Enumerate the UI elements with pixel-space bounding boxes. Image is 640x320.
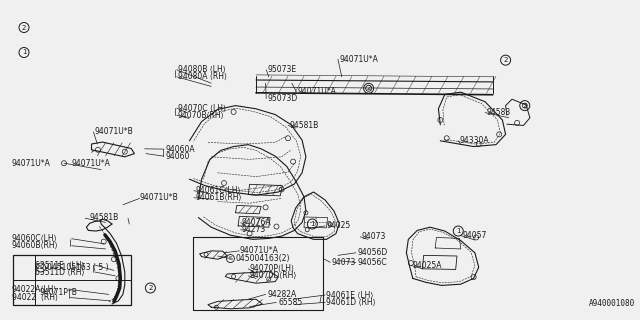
Text: 63511D ⟨RH⟩: 63511D ⟨RH⟩ bbox=[35, 268, 84, 276]
Text: 94080B ⟨LH⟩: 94080B ⟨LH⟩ bbox=[178, 65, 226, 74]
Text: 94071P*B: 94071P*B bbox=[40, 288, 78, 297]
Text: 94060C⟨LH⟩: 94060C⟨LH⟩ bbox=[12, 234, 57, 243]
Text: 94060B⟨RH⟩: 94060B⟨RH⟩ bbox=[12, 241, 58, 250]
Text: 94061B⟨RH⟩: 94061B⟨RH⟩ bbox=[195, 193, 242, 202]
Text: 94581B: 94581B bbox=[289, 121, 319, 130]
Text: 94583: 94583 bbox=[486, 108, 511, 117]
Text: 94071U*A: 94071U*A bbox=[339, 55, 378, 64]
Text: S: S bbox=[39, 265, 43, 270]
Text: 2: 2 bbox=[148, 285, 152, 291]
Text: 94056D: 94056D bbox=[357, 248, 387, 257]
Text: 2: 2 bbox=[22, 25, 26, 30]
Text: 045105163 ( 5 ): 045105163 ( 5 ) bbox=[47, 263, 109, 272]
Text: 2: 2 bbox=[523, 103, 527, 108]
Text: 95073D: 95073D bbox=[268, 94, 298, 103]
Text: 94071U*B: 94071U*B bbox=[140, 193, 179, 202]
Text: 95073E: 95073E bbox=[268, 65, 297, 74]
Text: 94022A⟨LH⟩: 94022A⟨LH⟩ bbox=[12, 285, 57, 294]
Text: 94061C⟨LH⟩: 94061C⟨LH⟩ bbox=[195, 186, 241, 195]
Text: 94282A: 94282A bbox=[268, 290, 297, 299]
Text: 94273: 94273 bbox=[242, 225, 266, 234]
Text: 94071U*A: 94071U*A bbox=[298, 87, 337, 96]
Text: 94070B⟨RH⟩: 94070B⟨RH⟩ bbox=[178, 111, 225, 120]
Text: 94071U*A: 94071U*A bbox=[72, 159, 111, 168]
Text: 94080A ⟨RH⟩: 94080A ⟨RH⟩ bbox=[178, 72, 227, 81]
Text: 94060A: 94060A bbox=[165, 145, 195, 154]
Text: 94071U*A: 94071U*A bbox=[240, 246, 279, 255]
Text: 94070D⟨RH⟩: 94070D⟨RH⟩ bbox=[250, 271, 297, 280]
Text: 94073: 94073 bbox=[332, 258, 356, 267]
Text: 94060: 94060 bbox=[165, 152, 189, 161]
Text: 2: 2 bbox=[367, 85, 371, 91]
Text: 65585: 65585 bbox=[278, 298, 303, 307]
Text: 94025A: 94025A bbox=[413, 261, 442, 270]
Text: 94581B: 94581B bbox=[90, 213, 119, 222]
Text: 94025: 94025 bbox=[326, 221, 351, 230]
Text: 94056C: 94056C bbox=[357, 258, 387, 267]
Text: S: S bbox=[228, 256, 232, 261]
Text: 045004163(2): 045004163(2) bbox=[236, 254, 290, 263]
Text: 94073: 94073 bbox=[362, 232, 386, 241]
Text: 94070P⟨LH⟩: 94070P⟨LH⟩ bbox=[250, 264, 294, 273]
Text: 94071U*B: 94071U*B bbox=[95, 127, 134, 136]
Text: 94057: 94057 bbox=[462, 231, 486, 240]
Text: 1: 1 bbox=[310, 221, 315, 227]
Text: 94061D ⟨RH⟩: 94061D ⟨RH⟩ bbox=[326, 298, 376, 307]
Text: 94071U*A: 94071U*A bbox=[12, 159, 51, 168]
Text: A940001080: A940001080 bbox=[589, 299, 635, 308]
Text: 1: 1 bbox=[22, 50, 26, 55]
Text: 1: 1 bbox=[456, 228, 461, 234]
Text: 94061E ⟨LH⟩: 94061E ⟨LH⟩ bbox=[326, 291, 374, 300]
Text: 94022  ⟨RH⟩: 94022 ⟨RH⟩ bbox=[12, 293, 58, 302]
Text: 94070C ⟨LH⟩: 94070C ⟨LH⟩ bbox=[178, 104, 226, 113]
Text: 94076A: 94076A bbox=[242, 218, 271, 227]
Text: 63511E  ⟨LH⟩: 63511E ⟨LH⟩ bbox=[35, 260, 85, 269]
Text: 2: 2 bbox=[504, 57, 508, 63]
Text: 94330A: 94330A bbox=[460, 136, 489, 145]
